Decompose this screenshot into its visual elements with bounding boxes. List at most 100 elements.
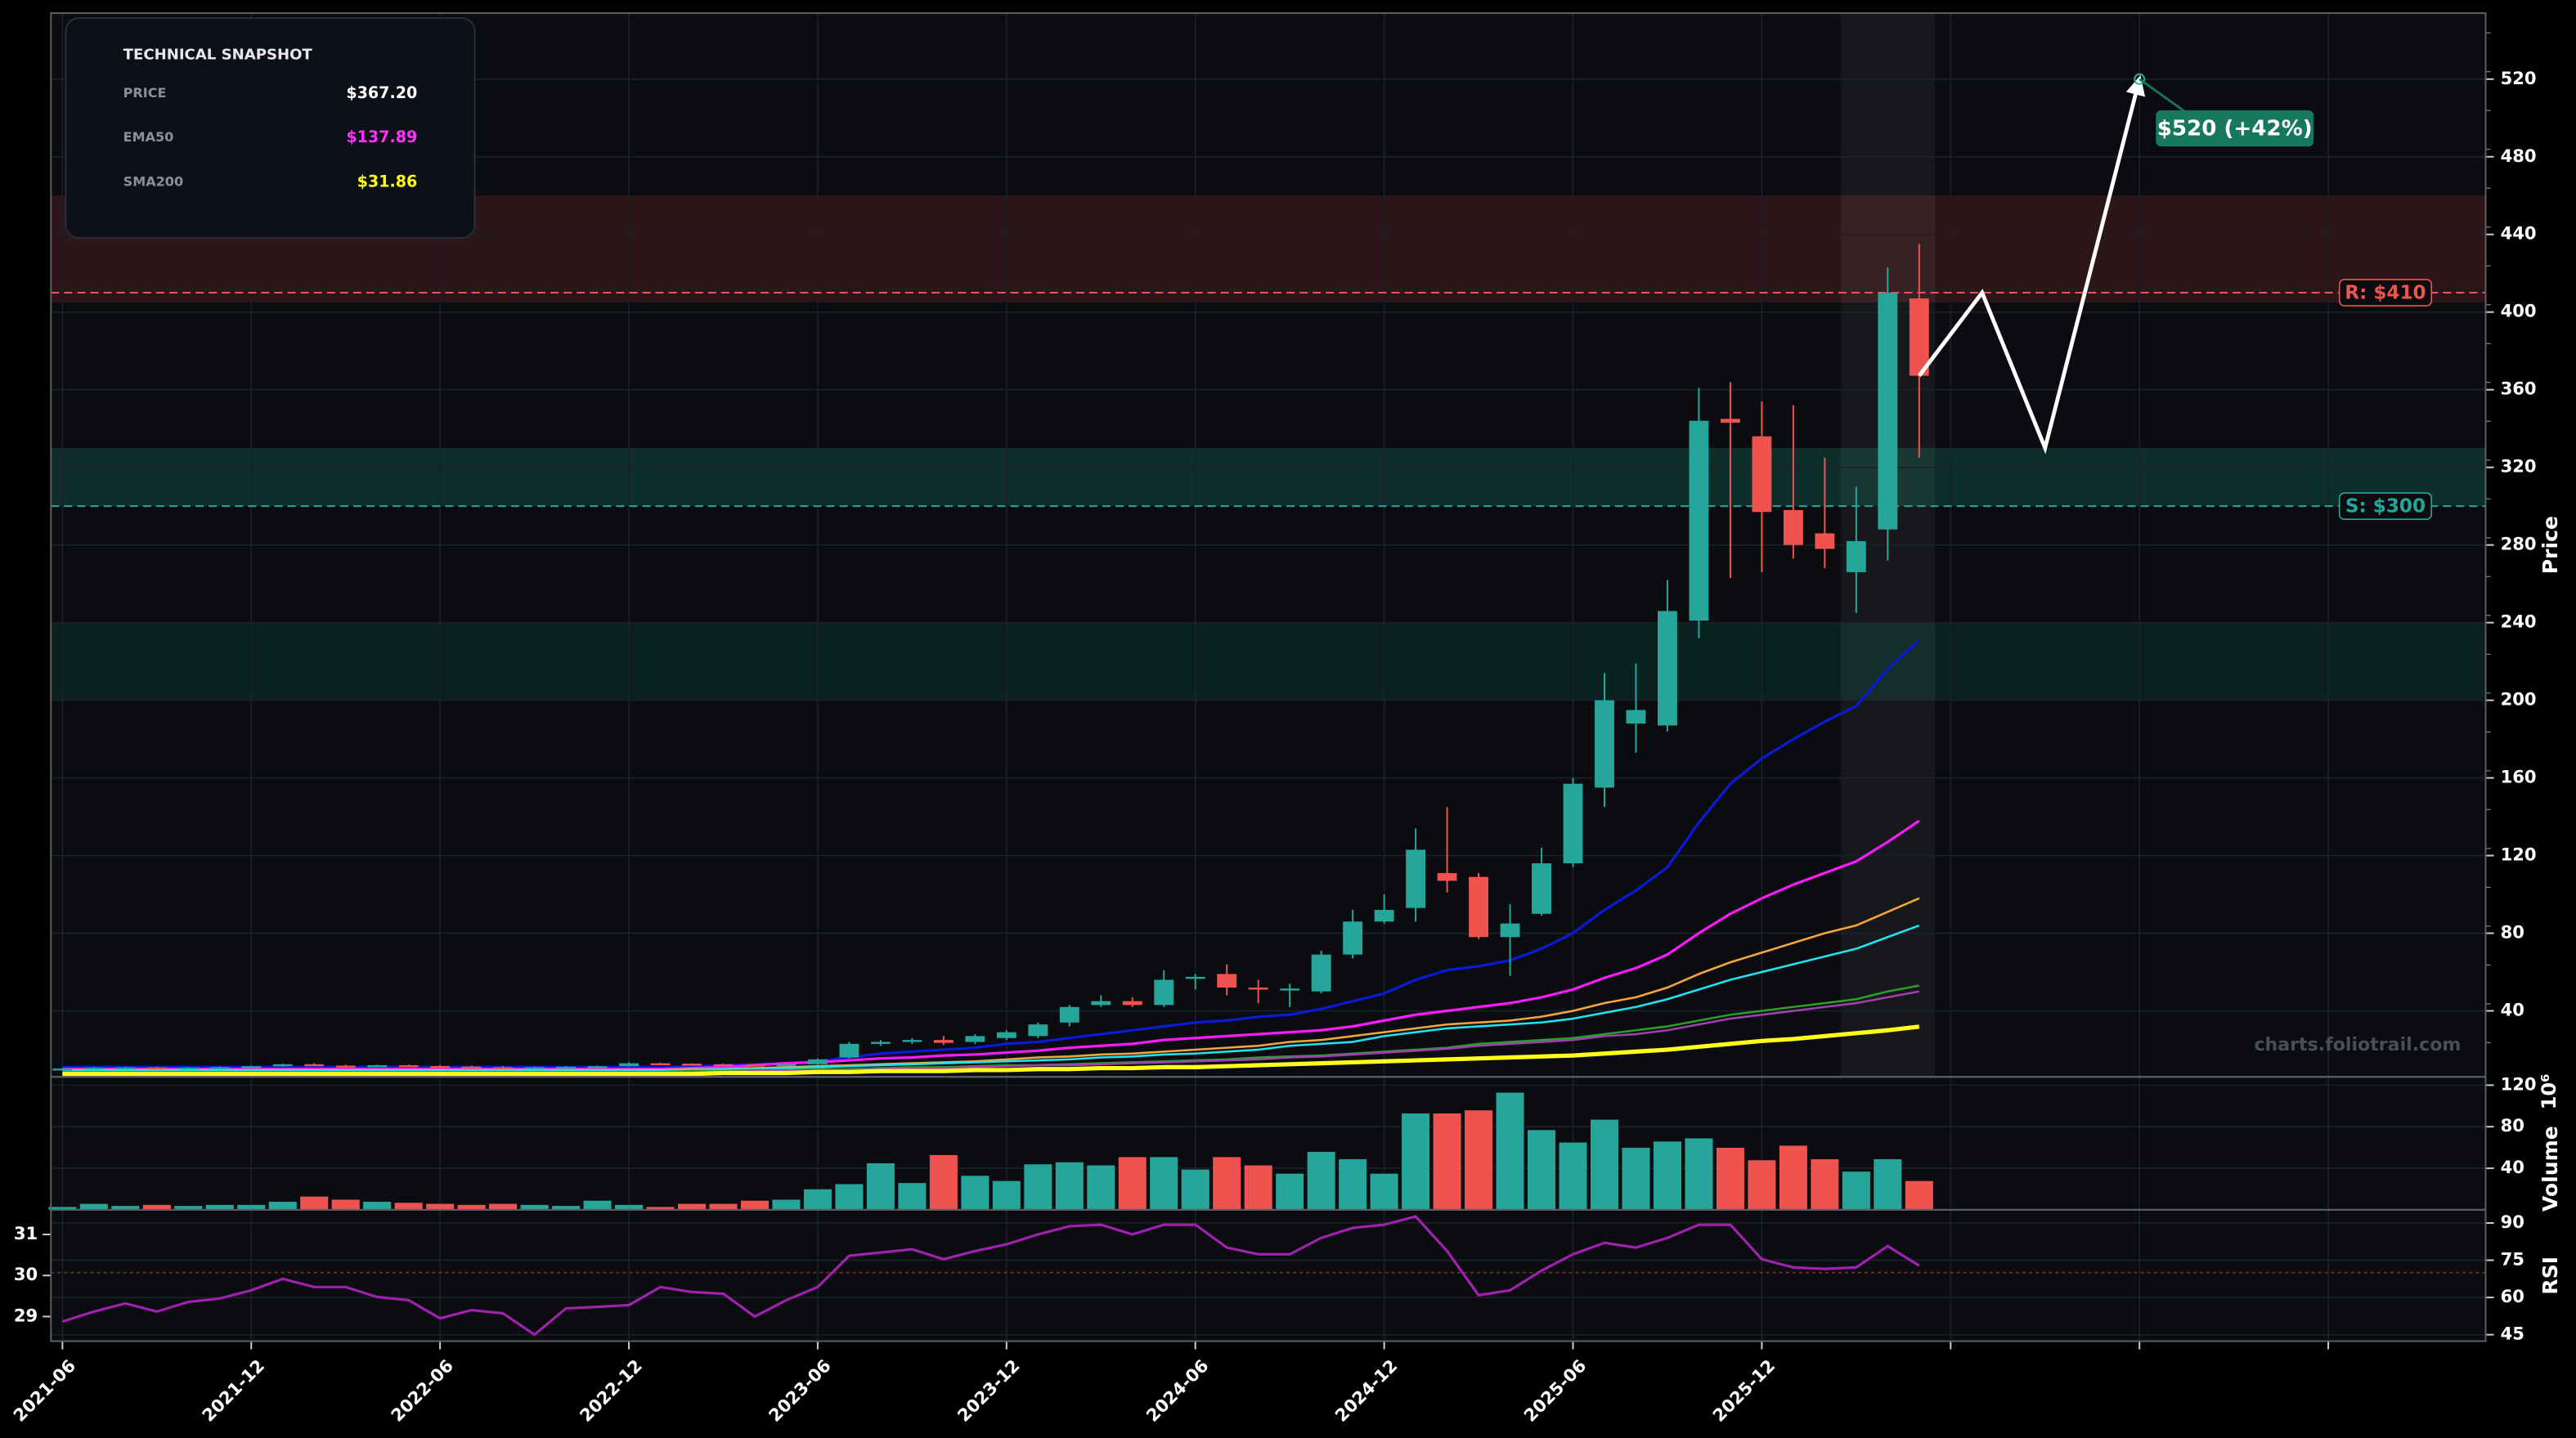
volume-bar	[1621, 1147, 1651, 1211]
snapshot-row-label: EMA50	[123, 129, 174, 145]
candle-body	[1783, 509, 1803, 545]
volume-bar	[1086, 1164, 1115, 1211]
volume-bar	[1275, 1173, 1304, 1211]
snapshot-panel	[65, 17, 476, 240]
candle-body	[241, 1066, 262, 1068]
level-label-box	[2338, 492, 2433, 521]
price-zone	[51, 447, 2486, 507]
volume-bar	[1212, 1156, 1241, 1211]
candle-body	[1658, 611, 1677, 726]
volume-bar	[299, 1196, 329, 1211]
y2-tick-label: 31	[14, 1223, 38, 1243]
candle-body	[146, 1067, 167, 1070]
volume-bar	[677, 1203, 707, 1211]
candle-body	[1406, 849, 1426, 908]
annotation-label: $520 (+42%)	[2157, 117, 2313, 141]
candle-body	[902, 1040, 922, 1042]
candle-body	[807, 1059, 828, 1064]
volume-bar	[1023, 1163, 1052, 1211]
candle-body	[1311, 954, 1331, 992]
volume-bar	[488, 1203, 518, 1211]
y2-tick-label: 30	[14, 1264, 38, 1284]
candle-body	[996, 1032, 1016, 1038]
price-axis-label: Price	[2538, 516, 2562, 574]
candle-body	[524, 1067, 545, 1069]
candle-body	[1626, 710, 1646, 724]
volume-bar	[1527, 1129, 1556, 1211]
y-tick-label: 400	[2501, 301, 2537, 321]
volume-bar	[1905, 1180, 1934, 1211]
candle-body	[1500, 923, 1520, 938]
volume-bar	[1244, 1164, 1273, 1211]
volume-bar	[1369, 1173, 1399, 1211]
candle-body	[556, 1066, 576, 1069]
snapshot-row-value: $367.20	[346, 84, 417, 102]
y-tick-label: 90	[2501, 1212, 2524, 1232]
snapshot-row-label: SMA200	[123, 173, 183, 189]
y-tick-label: 240	[2501, 611, 2537, 632]
y-tick-label: 40	[2501, 1157, 2524, 1177]
panel-background	[51, 1209, 2486, 1342]
volume-bar	[1653, 1140, 1682, 1211]
volume-bar	[1307, 1151, 1336, 1211]
moving-average-line	[62, 1024, 1920, 1077]
snapshot-title: TECHNICAL SNAPSHOT	[123, 46, 313, 63]
snapshot-row-value: $137.89	[346, 128, 417, 146]
candle-body	[682, 1064, 702, 1066]
candle-body	[1909, 298, 1929, 376]
y-tick-label: 60	[2501, 1286, 2524, 1306]
annotation-box	[2156, 110, 2314, 147]
candle-body	[1122, 1001, 1142, 1006]
y-tick-label: 45	[2501, 1324, 2524, 1344]
candle-body	[745, 1064, 765, 1067]
volume-bar	[331, 1198, 361, 1211]
volume-bar	[708, 1203, 738, 1211]
volume-bar	[1149, 1156, 1178, 1211]
y2-tick-label: 29	[14, 1305, 38, 1325]
candle-body	[209, 1067, 230, 1069]
volume-bar	[1432, 1113, 1462, 1211]
rsi-axis-label: RSI	[2538, 1257, 2562, 1295]
candle-body	[430, 1065, 451, 1068]
volume-bar	[740, 1200, 770, 1211]
candle-body	[1532, 863, 1551, 914]
candle-body	[1815, 533, 1835, 549]
candle-body	[272, 1064, 293, 1067]
volume-bar	[1779, 1145, 1808, 1211]
annotation-connector	[2138, 78, 2187, 114]
volume-offset-label: 10⁶	[2538, 1073, 2560, 1109]
candle-body	[493, 1067, 514, 1069]
y-tick-label: 280	[2501, 534, 2537, 554]
candle-body	[713, 1064, 734, 1067]
volume-axis-label: Volume	[2538, 1126, 2562, 1212]
y-tick-label: 480	[2501, 146, 2537, 166]
candle-body	[1028, 1024, 1048, 1037]
volume-bar	[960, 1175, 990, 1211]
candle-body	[1059, 1006, 1079, 1023]
candle-body	[1846, 540, 1866, 572]
y-tick-label: 360	[2501, 379, 2537, 399]
candle-body	[1185, 976, 1205, 979]
candle-body	[461, 1066, 482, 1069]
watermark: charts.foliotrail.com	[2254, 1034, 2461, 1055]
price-zone	[51, 622, 2486, 701]
volume-bar	[1716, 1147, 1745, 1211]
volume-bar	[1810, 1158, 1839, 1211]
y-tick-label: 40	[2501, 1000, 2524, 1020]
candle-body	[1878, 292, 1898, 530]
y-tick-label: 120	[2501, 844, 2537, 865]
volume-bar	[803, 1189, 832, 1211]
y-tick-label: 520	[2501, 68, 2537, 88]
volume-bar	[79, 1203, 109, 1211]
volume-bar	[929, 1154, 958, 1211]
volume-bar	[1181, 1169, 1210, 1211]
candle-body	[1437, 872, 1457, 881]
candle-body	[965, 1036, 985, 1042]
volume-bar	[1842, 1171, 1871, 1211]
volume-bar	[771, 1198, 801, 1211]
volume-bar	[1055, 1162, 1084, 1211]
volume-bar	[1118, 1156, 1147, 1211]
candle-body	[1563, 783, 1583, 864]
candle-body	[1374, 910, 1394, 922]
volume-bar	[425, 1203, 455, 1211]
